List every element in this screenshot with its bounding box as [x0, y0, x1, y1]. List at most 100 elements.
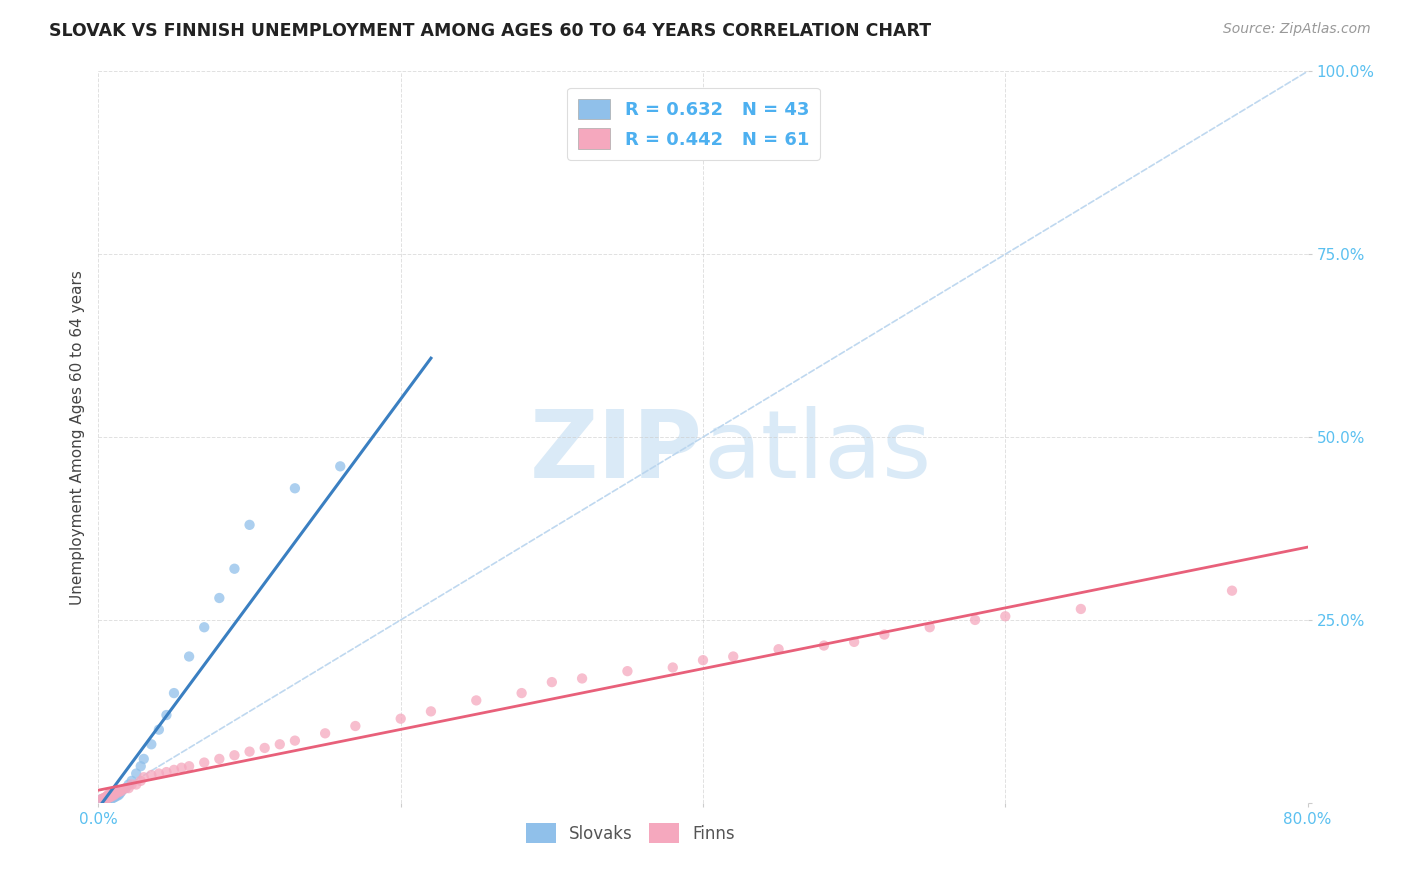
- Point: [155, 765, 177, 780]
- Point: [110, 785, 132, 799]
- Y-axis label: Unemployment Among Ages 60 to 64 years: Unemployment Among Ages 60 to 64 years: [69, 269, 84, 605]
- Point: [148, 766, 170, 780]
- Point: [179, 759, 201, 773]
- Point: [107, 789, 129, 803]
- Point: [111, 782, 134, 797]
- Point: [108, 787, 131, 801]
- Point: [510, 686, 533, 700]
- Point: [94, 792, 117, 806]
- Point: [284, 733, 307, 747]
- Point: [114, 781, 136, 796]
- Point: [193, 620, 215, 634]
- Point: [661, 660, 683, 674]
- Point: [723, 649, 745, 664]
- Point: [768, 642, 790, 657]
- Point: [284, 481, 307, 495]
- Point: [94, 791, 117, 805]
- Point: [132, 752, 155, 766]
- Text: SLOVAK VS FINNISH UNEMPLOYMENT AMONG AGES 60 TO 64 YEARS CORRELATION CHART: SLOVAK VS FINNISH UNEMPLOYMENT AMONG AGE…: [49, 22, 931, 40]
- Point: [269, 737, 291, 751]
- Point: [420, 705, 443, 719]
- Point: [114, 781, 136, 796]
- Point: [96, 791, 118, 805]
- Point: [103, 785, 125, 799]
- Point: [91, 791, 114, 805]
- Point: [91, 792, 114, 806]
- Point: [661, 94, 683, 108]
- Legend: Slovaks, Finns: Slovaks, Finns: [519, 817, 742, 849]
- Point: [105, 785, 128, 799]
- Point: [98, 790, 121, 805]
- Point: [110, 784, 132, 798]
- Point: [93, 790, 115, 805]
- Point: [103, 790, 125, 805]
- Point: [118, 781, 141, 796]
- Point: [96, 789, 118, 803]
- Point: [93, 792, 115, 806]
- Point: [314, 726, 336, 740]
- Point: [155, 708, 177, 723]
- Point: [125, 778, 148, 792]
- Point: [94, 792, 117, 806]
- Text: atlas: atlas: [703, 406, 931, 498]
- Point: [193, 756, 215, 770]
- Point: [239, 517, 262, 532]
- Point: [103, 789, 125, 804]
- Point: [96, 792, 118, 806]
- Point: [253, 740, 276, 755]
- Point: [98, 789, 121, 804]
- Point: [208, 591, 231, 605]
- Point: [111, 782, 134, 797]
- Point: [141, 768, 163, 782]
- Point: [344, 719, 367, 733]
- Point: [105, 789, 128, 803]
- Point: [540, 675, 562, 690]
- Point: [692, 653, 714, 667]
- Point: [873, 627, 896, 641]
- Point: [329, 459, 352, 474]
- Point: [994, 609, 1017, 624]
- Point: [208, 752, 231, 766]
- Text: Source: ZipAtlas.com: Source: ZipAtlas.com: [1223, 22, 1371, 37]
- Point: [170, 761, 193, 775]
- Point: [105, 787, 128, 801]
- Point: [100, 790, 122, 805]
- Point: [129, 773, 152, 788]
- Point: [101, 789, 124, 804]
- Point: [224, 748, 246, 763]
- Point: [224, 562, 246, 576]
- Point: [94, 789, 117, 804]
- Point: [1220, 583, 1243, 598]
- Point: [104, 789, 127, 804]
- Point: [93, 791, 115, 805]
- Point: [571, 672, 593, 686]
- Point: [813, 639, 835, 653]
- Point: [96, 790, 118, 805]
- Point: [965, 613, 987, 627]
- Point: [101, 791, 124, 805]
- Point: [129, 759, 152, 773]
- Point: [163, 686, 186, 700]
- Point: [103, 789, 125, 803]
- Point: [132, 770, 155, 784]
- Text: ZIP: ZIP: [530, 406, 703, 498]
- Point: [100, 787, 122, 801]
- Point: [844, 635, 866, 649]
- Point: [107, 786, 129, 800]
- Point: [163, 763, 186, 777]
- Point: [616, 664, 638, 678]
- Point: [141, 737, 163, 751]
- Point: [98, 787, 121, 801]
- Point: [465, 693, 488, 707]
- Point: [94, 790, 117, 805]
- Point: [239, 745, 262, 759]
- Point: [179, 649, 201, 664]
- Point: [101, 785, 124, 799]
- Point: [90, 792, 112, 806]
- Point: [121, 778, 143, 792]
- Point: [125, 766, 148, 780]
- Point: [98, 791, 121, 805]
- Point: [90, 792, 112, 806]
- Point: [121, 773, 143, 788]
- Point: [108, 784, 131, 798]
